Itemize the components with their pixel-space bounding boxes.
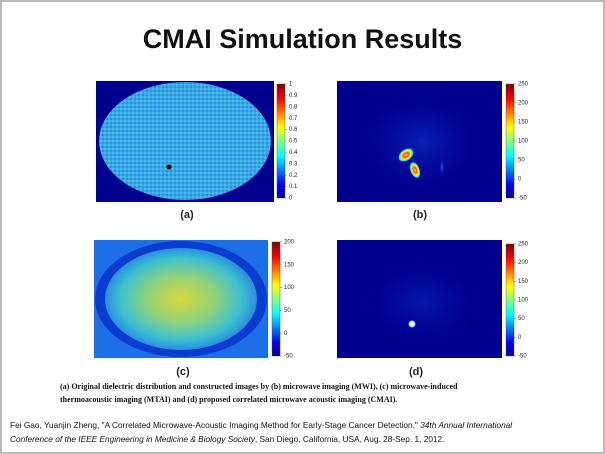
citation-venue: Conference of the IEEE Engineering in Me… bbox=[10, 434, 255, 444]
caption: (a) Original dielectric distribution and… bbox=[60, 380, 457, 406]
caption-line: thermoacoustic imaging (MTAI) and (d) pr… bbox=[60, 395, 398, 404]
citation-line: Conference of the IEEE Engineering in Me… bbox=[10, 432, 512, 446]
colorbar-tick-label: 0.6 bbox=[289, 127, 298, 133]
colorbar-tick-label: 200 bbox=[518, 101, 529, 107]
citation-line: Fei Gao, Yuanjin Zheng, "A Correlated Mi… bbox=[10, 418, 512, 432]
colorbar bbox=[505, 83, 515, 199]
colorbar-tick-label: 0.3 bbox=[289, 161, 298, 167]
colorbar-tick-label: 50 bbox=[518, 316, 525, 322]
colorbar-tick-label: 0 bbox=[284, 331, 288, 337]
colorbar-tick-label: 0.7 bbox=[289, 116, 298, 122]
colorbar-tick-label: 200 bbox=[518, 260, 529, 266]
colorbar bbox=[276, 83, 286, 199]
image-c bbox=[94, 240, 268, 358]
colorbar-tick-label: 50 bbox=[284, 308, 291, 314]
panel-label: (a) bbox=[180, 209, 194, 221]
citation-rest: , San Diego, California, USA, Aug. 28-Se… bbox=[254, 434, 445, 444]
colorbar-tick-label: 0 bbox=[289, 196, 293, 202]
panel-label: (b) bbox=[413, 209, 427, 221]
colorbar-tick-label: 100 bbox=[518, 139, 529, 145]
citation-venue: 34th Annual International bbox=[420, 420, 513, 430]
colorbar-tick-label: 200 bbox=[284, 240, 295, 246]
colorbar-tick-label: 0 bbox=[518, 335, 522, 341]
panel-label: (c) bbox=[176, 366, 190, 378]
colorbar-tick-label: 50 bbox=[518, 158, 525, 164]
colorbar-tick-label: 150 bbox=[518, 120, 529, 126]
colorbar-tick-label: 1 bbox=[289, 82, 293, 88]
image-d bbox=[337, 240, 502, 358]
colorbar-tick-label: 0.8 bbox=[289, 104, 298, 110]
colorbar-tick-label: 100 bbox=[518, 298, 529, 304]
colorbar-tick-label: 0.2 bbox=[289, 173, 298, 179]
caption-line: (a) Original dielectric distribution and… bbox=[60, 382, 458, 391]
image-b bbox=[337, 81, 502, 202]
citation-authors-title: Fei Gao, Yuanjin Zheng, "A Correlated Mi… bbox=[10, 420, 418, 430]
colorbar-tick-label: 250 bbox=[518, 82, 529, 88]
citation: Fei Gao, Yuanjin Zheng, "A Correlated Mi… bbox=[10, 418, 512, 446]
colorbar-tick-label: 150 bbox=[518, 279, 529, 285]
colorbar bbox=[505, 243, 515, 357]
colorbar-tick-label: 100 bbox=[284, 285, 295, 291]
colorbar-tick-label: 150 bbox=[284, 262, 295, 268]
colorbar-tick-label: -50 bbox=[518, 196, 527, 202]
colorbar-tick-label: 0.4 bbox=[289, 150, 298, 156]
colorbar-tick-label: 0 bbox=[518, 177, 522, 183]
colorbar-tick-label: 0.9 bbox=[289, 93, 298, 99]
colorbar-tick-label: 0.1 bbox=[289, 184, 298, 190]
panel-label: (d) bbox=[409, 366, 423, 378]
colorbar bbox=[271, 241, 281, 357]
colorbar-tick-label: 250 bbox=[518, 242, 529, 248]
colorbar-tick-label: -50 bbox=[518, 354, 527, 360]
image-a bbox=[96, 81, 274, 202]
colorbar-tick-label: 0.5 bbox=[289, 139, 298, 145]
slide-title: CMAI Simulation Results bbox=[142, 24, 463, 54]
colorbar-tick-label: -50 bbox=[284, 354, 293, 360]
